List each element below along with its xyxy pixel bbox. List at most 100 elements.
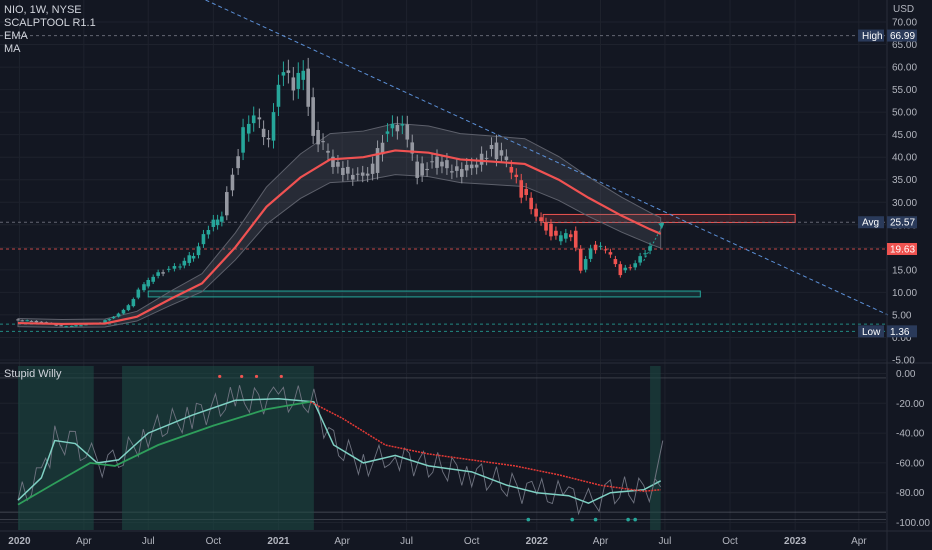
osc-signal-dot-top xyxy=(240,374,244,379)
price-tag-name: Low xyxy=(862,327,881,338)
candle-body xyxy=(395,124,400,132)
candle-body xyxy=(638,256,642,263)
x-tick-label: Apr xyxy=(593,536,609,547)
price-tag-name: Avg xyxy=(862,218,879,229)
candle-body xyxy=(196,246,201,256)
candle-body xyxy=(499,150,504,156)
candle-body xyxy=(559,235,563,242)
price-tag-value-bg xyxy=(887,325,917,338)
candle-body xyxy=(79,325,83,327)
osc-y-tick-label: -60.00 xyxy=(896,458,925,469)
candle-body xyxy=(107,319,112,321)
candle-body xyxy=(103,320,107,323)
candle-body xyxy=(230,174,235,191)
candle-body xyxy=(628,267,633,269)
symbol-title[interactable]: NIO, 1W, NYSE xyxy=(4,4,82,16)
band-area xyxy=(17,122,662,328)
candle-body xyxy=(261,128,266,138)
x-tick-label: Oct xyxy=(206,536,222,547)
osc-y-tick-label: -40.00 xyxy=(896,429,925,440)
candle-body xyxy=(549,223,553,237)
price-tag-name-bg xyxy=(858,29,884,42)
indicator-scalptool[interactable]: SCALPTOOL R1.1 xyxy=(4,17,96,29)
candle-body xyxy=(156,272,160,276)
candle-body xyxy=(583,259,588,270)
candle-body xyxy=(618,264,623,276)
indicator-ma[interactable]: MA xyxy=(4,43,21,55)
candle-body xyxy=(534,208,538,217)
y-tick-label: 0.00 xyxy=(892,333,912,344)
y-tick-label: 55.00 xyxy=(892,85,917,96)
candle-body xyxy=(519,180,524,198)
projection-arrow-head xyxy=(658,222,665,229)
candle-body xyxy=(281,72,286,76)
candle-body xyxy=(380,142,385,155)
candle-body xyxy=(326,150,330,153)
candle-body xyxy=(34,320,39,323)
price-tag-value: 25.57 xyxy=(890,218,915,229)
candle-body xyxy=(459,169,464,177)
candle-body xyxy=(236,156,240,169)
candle-body xyxy=(539,217,543,222)
candle-body xyxy=(430,161,434,163)
candle-body xyxy=(206,230,211,235)
candle-body xyxy=(257,117,262,120)
candle-body xyxy=(201,234,206,245)
y-tick-label: 50.00 xyxy=(892,108,917,119)
candle-body xyxy=(151,276,155,282)
indicator-ema[interactable]: EMA xyxy=(4,30,28,42)
candle-body xyxy=(479,153,484,165)
candle-body xyxy=(484,157,489,159)
candle-body xyxy=(111,316,116,319)
candlestick-series xyxy=(16,57,652,328)
candle-body xyxy=(598,245,603,247)
x-tick-label: Jul xyxy=(142,536,155,547)
candle-body xyxy=(121,309,126,314)
x-tick-label: Jul xyxy=(400,536,413,547)
candle-body xyxy=(286,70,291,73)
candle-body xyxy=(321,141,325,143)
osc-fast-line xyxy=(17,398,662,504)
candle-body xyxy=(301,70,306,80)
candle-body xyxy=(341,167,345,176)
osc-signal-dot-top xyxy=(218,374,222,379)
candle-body xyxy=(178,266,182,268)
candle-body xyxy=(514,174,519,177)
candle-body xyxy=(64,326,68,328)
candle-body xyxy=(440,161,444,167)
x-tick-label: 2021 xyxy=(267,536,290,547)
candle-body xyxy=(215,219,220,226)
candle-body xyxy=(131,299,136,307)
candle-body xyxy=(633,263,637,268)
y-tick-label: 15.00 xyxy=(892,265,917,276)
candle-body xyxy=(346,166,350,174)
trendline-path xyxy=(205,0,889,316)
candle-body xyxy=(25,320,30,322)
candle-body xyxy=(291,77,296,91)
candle-body xyxy=(390,123,395,129)
candle-body xyxy=(59,325,63,327)
candle-body xyxy=(187,255,192,263)
candle-body xyxy=(136,289,141,298)
chart-legend: NIO, 1W, NYSE SCALPTOOL R1.1 EMA MA xyxy=(4,4,96,56)
candle-body xyxy=(445,160,449,169)
price-tag-value: 66.99 xyxy=(890,31,915,42)
candle-body xyxy=(494,142,499,160)
candle-body xyxy=(524,188,528,195)
y-tick-label: 45.00 xyxy=(892,130,917,141)
osc-slow-line-red xyxy=(309,401,661,492)
trendline xyxy=(205,0,889,316)
candle-body xyxy=(450,171,454,173)
candle-body xyxy=(74,325,78,327)
candle-body xyxy=(126,305,131,311)
oscillator-title[interactable]: Stupid Willy xyxy=(4,368,62,380)
price-tag-name-bg xyxy=(858,216,884,229)
x-tick-label: Oct xyxy=(722,536,738,547)
x-tick-label: Apr xyxy=(76,536,92,547)
y-tick-label: 10.00 xyxy=(892,288,917,299)
candle-body xyxy=(544,222,548,231)
x-tick-label: 2022 xyxy=(526,536,549,547)
candle-body xyxy=(370,163,375,174)
